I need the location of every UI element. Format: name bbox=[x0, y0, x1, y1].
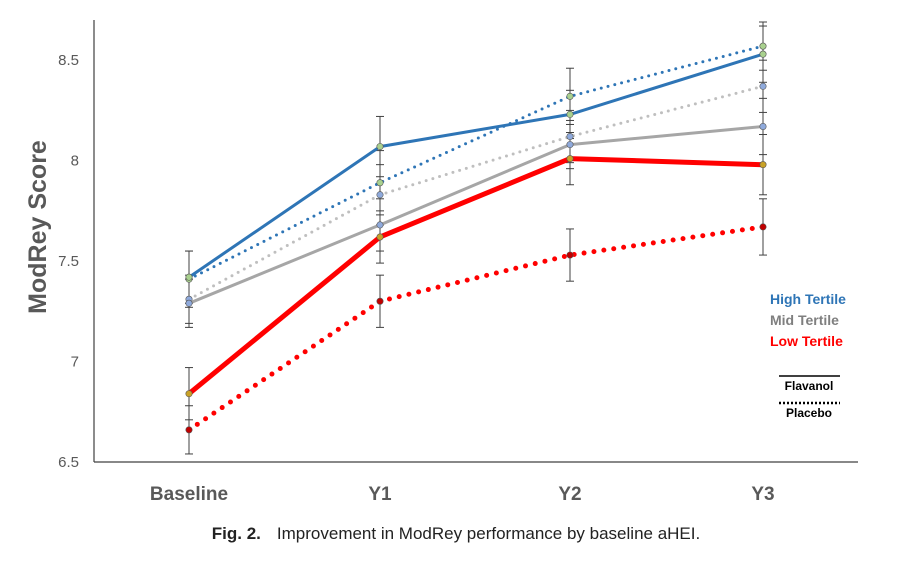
x-tick-label: Y3 bbox=[751, 484, 774, 505]
data-point bbox=[376, 297, 384, 305]
error-bars-high-tertile-flavanol bbox=[185, 25, 767, 304]
legend-low-tertile: Low Tertile bbox=[770, 333, 843, 349]
data-point bbox=[566, 133, 574, 141]
data-point bbox=[759, 42, 767, 50]
series-low-tertile-placebo bbox=[185, 223, 767, 434]
data-point bbox=[185, 426, 193, 434]
y-tick-label: 8 bbox=[71, 153, 79, 170]
series-line bbox=[188, 125, 764, 305]
data-point bbox=[185, 273, 193, 281]
data-point bbox=[759, 161, 767, 169]
chart: ModRey Score 6.577.588.5 Baseline Y1 Y2 Y3 … bbox=[24, 20, 858, 505]
data-point bbox=[376, 179, 384, 187]
y-axis-ticks: 6.5 7 7.5 8 8.5 bbox=[58, 52, 79, 471]
series-line bbox=[187, 156, 764, 396]
error-bars-mid-tertile-flavanol bbox=[185, 97, 767, 328]
series-low-tertile-flavanol bbox=[185, 155, 767, 398]
data-point bbox=[566, 251, 574, 259]
legend-mid-tertile: Mid Tertile bbox=[770, 312, 839, 328]
error-bars-high-tertile-placebo bbox=[185, 21, 767, 308]
figure-label: Fig. 2. bbox=[211, 524, 261, 543]
x-tick-label: Y2 bbox=[558, 484, 581, 505]
y-axis-label: ModRey Score bbox=[24, 140, 52, 314]
data-point bbox=[376, 233, 384, 241]
series-line bbox=[186, 224, 766, 433]
data-point bbox=[376, 191, 384, 199]
data-point bbox=[566, 92, 574, 100]
data-point bbox=[376, 143, 384, 151]
data-point bbox=[376, 221, 384, 229]
data-point bbox=[566, 110, 574, 118]
figure-caption-text: Improvement in ModRey performance by bas… bbox=[276, 524, 701, 543]
data-point bbox=[566, 155, 574, 163]
y-tick-label: 6.5 bbox=[58, 454, 79, 471]
series-layer bbox=[185, 21, 767, 455]
data-point bbox=[759, 82, 767, 90]
x-tick-label: Baseline bbox=[150, 484, 228, 505]
y-tick-label: 7 bbox=[71, 354, 79, 371]
x-tick-label: Y1 bbox=[368, 484, 392, 505]
legend-flavanol: Flavanol bbox=[785, 379, 834, 393]
data-point bbox=[759, 122, 767, 130]
legend-placebo: Placebo bbox=[786, 406, 832, 420]
error-bars-mid-tertile-placebo bbox=[185, 59, 767, 324]
data-point bbox=[759, 50, 767, 58]
x-axis-ticks: Baseline Y1 Y2 Y3 bbox=[150, 484, 775, 505]
data-point bbox=[185, 390, 193, 398]
data-point bbox=[185, 299, 193, 307]
data-point bbox=[566, 141, 574, 149]
y-tick-label: 8.5 bbox=[58, 52, 79, 69]
y-tick-label: 7.5 bbox=[58, 253, 79, 270]
series-mid-tertile-flavanol bbox=[185, 122, 767, 307]
series-line bbox=[188, 52, 764, 279]
legend: High Tertile Mid Tertile Low Tertile Fla… bbox=[770, 291, 846, 420]
data-point bbox=[759, 223, 767, 231]
figure-caption: Fig. 2. Improvement in ModRey performance… bbox=[0, 524, 912, 544]
legend-high-tertile: High Tertile bbox=[770, 291, 846, 307]
series-high-tertile-flavanol bbox=[185, 50, 767, 281]
